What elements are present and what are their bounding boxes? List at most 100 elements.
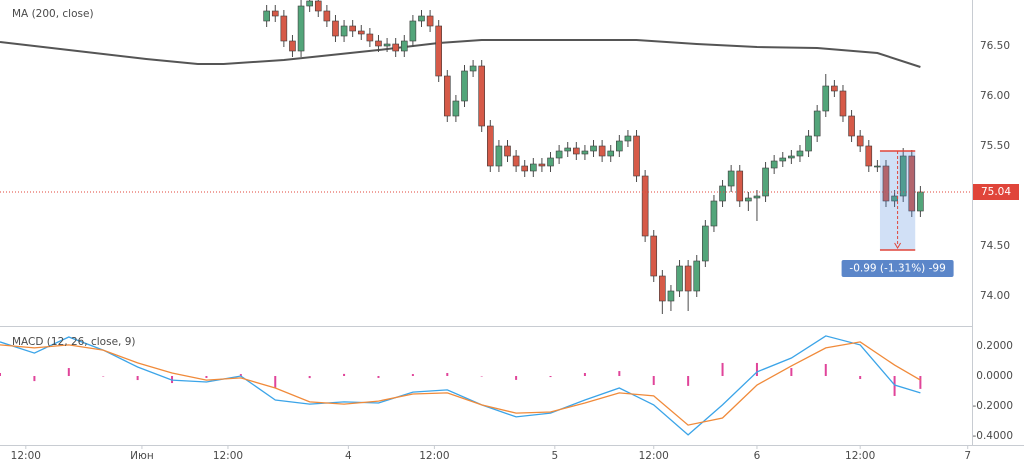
histogram-bar	[893, 376, 896, 396]
y-tick-label: 0.2000	[976, 340, 1013, 352]
candle-body	[865, 145, 873, 167]
histogram-bar	[755, 362, 758, 376]
candle-body	[831, 85, 838, 92]
candle-body	[650, 235, 658, 277]
candle-body	[521, 165, 529, 172]
candle-body	[375, 40, 382, 47]
x-tick-label: Июн	[130, 450, 154, 462]
candle-body	[323, 10, 331, 22]
candle-body	[719, 185, 726, 202]
histogram-bar	[515, 376, 518, 380]
overlay-layer: 74.00 74.50 75.50 76.00 76.50 MA (200, close)…	[11, 8, 1019, 462]
candle-body	[581, 150, 589, 155]
last-price-box	[973, 184, 1019, 200]
histogram-bar	[377, 376, 380, 378]
candle-body	[400, 40, 408, 52]
histogram-bar	[0, 373, 1, 376]
y-tick-label: -0.2000	[972, 400, 1013, 412]
x-tick-label: 12:00	[11, 450, 41, 462]
candle-body	[263, 10, 270, 22]
candle-body	[297, 5, 305, 52]
histogram-bar	[652, 376, 655, 385]
candle-body	[512, 155, 520, 167]
candle-body	[478, 65, 485, 127]
candle-body	[598, 145, 606, 157]
candle-body	[590, 145, 597, 152]
candle-body	[487, 125, 494, 167]
candle-body	[607, 150, 615, 157]
histogram-bar	[919, 376, 922, 389]
candle-body	[452, 100, 460, 117]
candle-body	[392, 43, 399, 52]
histogram-bar	[102, 376, 105, 377]
candle-body	[822, 85, 830, 112]
candle-body	[917, 191, 924, 212]
histogram-bar	[136, 376, 139, 381]
candle-body	[538, 163, 546, 167]
candle-body	[357, 30, 365, 35]
histogram-bar	[859, 376, 862, 379]
candle-body	[908, 155, 916, 212]
histogram-bar	[721, 362, 724, 376]
candle-body	[555, 150, 563, 159]
candle-body	[788, 155, 795, 159]
x-tick-label: 12:00	[213, 450, 243, 462]
histogram-bar	[67, 368, 70, 376]
histogram-bar	[33, 376, 36, 382]
signal-line	[0, 341, 921, 426]
candle-body	[848, 115, 855, 137]
candle-body	[667, 290, 675, 302]
candle-body	[418, 15, 425, 22]
histogram-bar	[583, 373, 586, 376]
plot-layer	[0, 0, 972, 436]
candle-body	[564, 147, 572, 152]
candle-body	[693, 260, 701, 292]
y-tick-label: 74.50	[980, 240, 1010, 252]
candle-body	[461, 70, 468, 102]
candle-body	[624, 135, 632, 142]
candle-body	[314, 0, 322, 12]
histogram-bar	[824, 364, 827, 376]
candle-body	[469, 65, 477, 72]
candle-body	[573, 147, 580, 155]
candle-body	[271, 10, 279, 17]
candle-body	[745, 197, 752, 202]
y-tick-label: 75.50	[980, 140, 1010, 152]
histogram-bar	[446, 373, 449, 376]
histogram-bar	[480, 376, 483, 377]
x-tick-label: 6	[754, 450, 761, 462]
candle-body	[306, 0, 313, 7]
candle-body	[762, 167, 769, 197]
candle-body	[899, 155, 907, 197]
y-tick-label: 76.00	[980, 90, 1010, 102]
y-tick-label: 0.0000	[976, 370, 1013, 382]
x-tick-label: 4	[345, 450, 352, 462]
histogram-bar	[343, 373, 346, 376]
y-tick-label: -0.4000	[972, 430, 1013, 442]
legend-entry: MA (200, close)	[12, 8, 94, 20]
candle-body	[280, 15, 288, 42]
candle-body	[495, 145, 503, 167]
candle-body	[409, 20, 417, 42]
candle-body	[530, 163, 537, 172]
candle-body	[504, 145, 511, 157]
candle-body	[676, 265, 683, 292]
candle-body	[332, 20, 339, 37]
measure-label-box	[841, 260, 954, 277]
candle-body	[435, 25, 442, 77]
candle-body	[702, 225, 709, 262]
x-tick-label: 5	[551, 450, 558, 462]
measure-box	[879, 151, 916, 250]
candle-body	[684, 265, 692, 292]
y-tick-label: 74.00	[980, 290, 1010, 302]
x-tick-label: 12:00	[419, 450, 449, 462]
candle-body	[874, 165, 881, 168]
y-tick-label: 76.50	[980, 40, 1010, 52]
candle-body	[633, 135, 640, 177]
candle-body	[443, 75, 451, 117]
x-tick-label: 12:00	[845, 450, 875, 462]
histogram-bar	[687, 376, 690, 386]
candle-body	[340, 25, 348, 37]
